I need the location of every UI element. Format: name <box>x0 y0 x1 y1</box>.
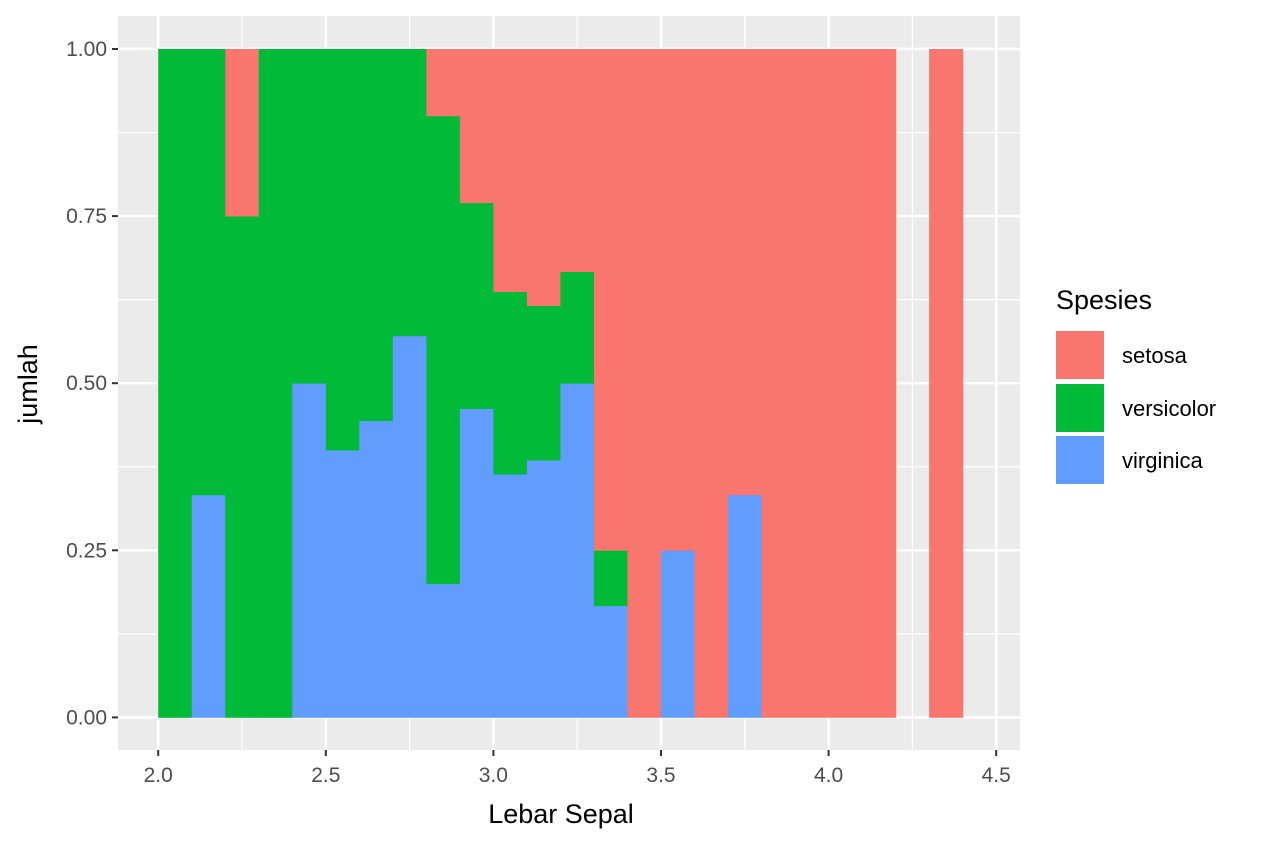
legend-label-setosa: setosa <box>1122 343 1188 368</box>
y-tick-label: 1.00 <box>66 38 107 61</box>
y-tick-label: 0.00 <box>66 706 107 729</box>
bar-versicolor <box>560 271 595 384</box>
bar-virginica <box>560 383 595 718</box>
bar-setosa <box>761 49 796 718</box>
bar-setosa <box>560 49 595 272</box>
bar-virginica <box>728 494 763 718</box>
bar-virginica <box>526 460 562 718</box>
bar-versicolor <box>493 291 528 475</box>
bar-setosa <box>426 49 461 117</box>
x-axis: 2.0 2.5 3.0 3.5 4.0 4.5 <box>144 750 1011 787</box>
y-axis: 0.00 0.25 0.50 0.75 1.00 <box>66 38 118 729</box>
bar-virginica <box>325 450 360 718</box>
bar-versicolor <box>191 49 226 496</box>
bar-setosa <box>493 49 528 293</box>
bar-setosa <box>593 49 629 551</box>
legend-label-virginica: virginica <box>1122 448 1203 473</box>
bar-versicolor <box>459 202 494 409</box>
bar-versicolor <box>526 305 562 461</box>
bar-versicolor <box>292 49 327 384</box>
x-tick-label: 2.0 <box>144 764 173 787</box>
bar-versicolor <box>158 49 193 718</box>
bar-virginica <box>359 420 394 718</box>
bar-virginica <box>593 605 629 718</box>
bar-setosa <box>661 49 696 551</box>
bar-virginica <box>493 474 528 718</box>
bar-versicolor <box>225 216 260 718</box>
bar-virginica <box>426 583 461 718</box>
bar-setosa <box>459 49 494 204</box>
bar-setosa <box>862 49 897 718</box>
bar-virginica <box>292 383 327 718</box>
legend-key-setosa <box>1056 331 1104 379</box>
bar-setosa <box>627 49 662 718</box>
y-tick-label: 0.75 <box>66 205 107 228</box>
x-tick-label: 4.5 <box>982 764 1011 787</box>
y-axis-title: jumlah <box>13 344 43 425</box>
bar-versicolor <box>426 115 461 585</box>
bar-versicolor <box>258 49 293 718</box>
x-axis-title: Lebar Sepal <box>488 799 634 829</box>
bar-setosa <box>929 49 964 718</box>
x-tick-label: 3.0 <box>479 764 508 787</box>
y-tick-label: 0.25 <box>66 539 107 562</box>
bar-setosa <box>795 49 830 718</box>
bar-versicolor <box>359 49 394 422</box>
bar-virginica <box>392 335 427 718</box>
bar-setosa <box>225 49 260 217</box>
x-tick-label: 2.5 <box>311 764 340 787</box>
legend: Spesies setosa versicolor virginica <box>1056 285 1216 484</box>
legend-key-virginica <box>1056 436 1104 484</box>
bar-versicolor <box>593 550 629 607</box>
bar-setosa <box>526 49 562 307</box>
bar-setosa <box>728 49 763 496</box>
y-tick-label: 0.50 <box>66 372 107 395</box>
legend-label-versicolor: versicolor <box>1122 396 1216 421</box>
bar-setosa <box>694 49 729 718</box>
bar-virginica <box>661 550 696 718</box>
bars <box>158 49 964 718</box>
bar-versicolor <box>392 49 427 337</box>
x-tick-label: 4.0 <box>814 764 843 787</box>
bar-setosa <box>828 49 863 718</box>
bar-versicolor <box>325 49 360 451</box>
legend-key-versicolor <box>1056 384 1104 432</box>
x-tick-label: 3.5 <box>646 764 675 787</box>
legend-title: Spesies <box>1056 285 1152 315</box>
bar-virginica <box>191 494 226 718</box>
bar-virginica <box>459 408 494 718</box>
